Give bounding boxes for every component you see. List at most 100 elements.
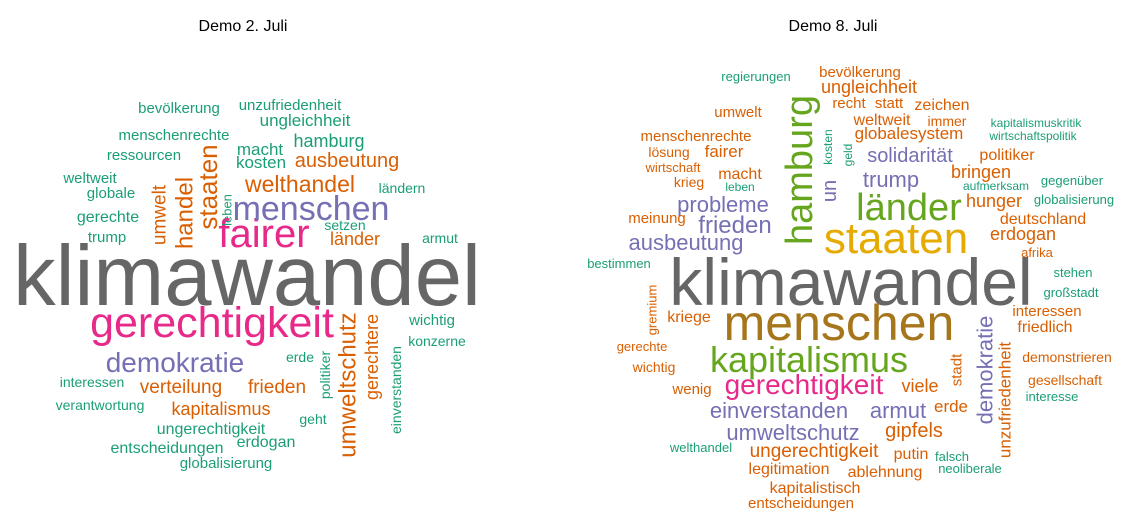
cloud-word: setzen	[324, 217, 365, 233]
cloud-word: geld	[841, 144, 855, 167]
cloud-word: statt	[875, 95, 904, 112]
cloud-word: erdogan	[990, 224, 1056, 244]
cloud-word: erdogan	[237, 434, 296, 451]
cloud-word: kriege	[667, 309, 711, 326]
cloud-word: armut	[870, 398, 926, 423]
cloud-word: probleme	[677, 192, 769, 217]
cloud-word: welthandel	[244, 171, 355, 197]
cloud-word: kapitalismuskritik	[991, 116, 1083, 130]
cloud-word: ungerechtigkeit	[750, 441, 880, 462]
cloud-word: ländern	[379, 180, 426, 196]
cloud-word: gipfels	[885, 420, 943, 442]
cloud-word: hunger	[966, 191, 1022, 211]
cloud-word: wichtig	[408, 312, 455, 329]
cloud-word: un	[819, 180, 841, 202]
cloud-word: leben	[220, 194, 235, 226]
cloud-word: wirtschaftspolitik	[988, 129, 1077, 143]
cloud-word: falsch	[935, 449, 969, 464]
cloud-word: globalisierung	[1034, 192, 1114, 207]
cloud-word: klimawandel	[13, 229, 481, 324]
cloud-word: umweltschutz	[335, 312, 362, 457]
cloud-word: krieg	[674, 174, 704, 190]
cloud-word: ungleichheit	[260, 111, 351, 130]
cloud-word: gerechtere	[362, 314, 382, 400]
cloud-word: viele	[901, 376, 938, 396]
cloud-word: konzerne	[408, 333, 466, 349]
cloud-word: zeichen	[914, 97, 969, 114]
cloud-word: macht	[718, 166, 762, 183]
cloud-word: klimawandel	[669, 245, 1032, 319]
cloud-word: neoliberale	[938, 461, 1002, 476]
cloud-word: frieden	[248, 377, 306, 398]
cloud-word: verantwortung	[56, 397, 145, 413]
cloud-word: aufmerksam	[963, 179, 1029, 193]
cloud-word: gerechte	[77, 209, 139, 226]
cloud-word: bestimmen	[587, 256, 651, 271]
cloud-word: trump	[88, 229, 126, 246]
cloud-word: fairer	[705, 142, 744, 161]
cloud-title: Demo 8. Juli	[789, 18, 878, 35]
cloud-word: menschenrechte	[119, 127, 230, 144]
cloud-word: ungerechtigkeit	[157, 421, 266, 438]
cloud-word: ressourcen	[107, 147, 181, 164]
cloud-word: stehen	[1053, 265, 1092, 280]
cloud-word: ausbeutung	[295, 150, 400, 172]
cloud-word: welthandel	[669, 440, 732, 455]
cloud-word: politiker	[979, 147, 1035, 164]
cloud-word: interesse	[1026, 389, 1079, 404]
cloud-word: afrika	[1021, 245, 1054, 260]
cloud-word: legitimation	[749, 461, 830, 478]
cloud-word: friedlich	[1017, 319, 1072, 336]
cloud-word: lösung	[648, 144, 689, 160]
cloud-word: umwelt	[714, 104, 762, 121]
cloud-word: bevölkerung	[138, 100, 220, 117]
cloud-word: umweltschutz	[726, 420, 859, 445]
cloud-word: regierungen	[721, 69, 790, 84]
cloud-word: frieden	[698, 212, 771, 239]
cloud-word: demokratie	[106, 347, 245, 378]
cloud-word: gesellschaft	[1028, 372, 1102, 388]
cloud-word: unzufriedenheit	[996, 342, 1015, 459]
cloud-word: hamburg	[293, 131, 364, 151]
cloud-word: bevölkerung	[819, 64, 901, 81]
cloud-word: länder	[330, 229, 380, 249]
cloud-title: Demo 2. Juli	[199, 18, 288, 35]
cloud-word: kapitalismus	[710, 339, 908, 380]
cloud-word: globalesystem	[855, 124, 964, 143]
cloud-word: entscheidungen	[748, 495, 854, 512]
cloud-word: armut	[422, 230, 458, 246]
cloud-word: gerechte	[617, 339, 668, 354]
cloud-word: demonstrieren	[1022, 349, 1112, 365]
cloud-word: staaten	[824, 214, 968, 263]
cloud-word: kapitalismus	[171, 399, 270, 419]
cloud-word: ausbeutung	[629, 230, 744, 255]
cloud-word: fairer	[218, 212, 309, 256]
cloud-word: meinung	[628, 210, 686, 227]
cloud-word: putin	[894, 446, 929, 463]
cloud-word: wenig	[671, 381, 711, 398]
cloud-word: umwelt	[150, 184, 171, 245]
cloud-word: ablehnung	[848, 464, 923, 481]
cloud-word: kapitalistisch	[770, 480, 861, 497]
cloud-word: recht	[832, 95, 866, 112]
cloud-word: entscheidungen	[111, 440, 224, 457]
cloud-word: hamburg	[779, 95, 821, 245]
cloud-word: weltweit	[62, 170, 117, 187]
cloud-word: gerechtigkeit	[90, 299, 334, 347]
cloud-word: einverstanden	[388, 346, 404, 434]
cloud-word: immer	[928, 113, 967, 129]
cloud-word: kosten	[236, 153, 286, 172]
cloud-word: demokratie	[973, 316, 998, 425]
cloud-word: verteilung	[140, 377, 222, 398]
cloud-word: kosten	[821, 129, 835, 164]
cloud-word: erde	[934, 397, 968, 416]
cloud-word: deutschland	[1000, 211, 1086, 228]
cloud-word: solidarität	[867, 145, 953, 167]
cloud-word: globalisierung	[180, 455, 273, 472]
cloud-word: gerechtigkeit	[725, 369, 884, 400]
cloud-word: erde	[286, 349, 314, 365]
cloud-word: politiker	[317, 351, 333, 400]
cloud-word: globale	[87, 185, 135, 202]
cloud-word: menschenrechte	[641, 128, 752, 145]
cloud-word: menschen	[233, 190, 390, 228]
